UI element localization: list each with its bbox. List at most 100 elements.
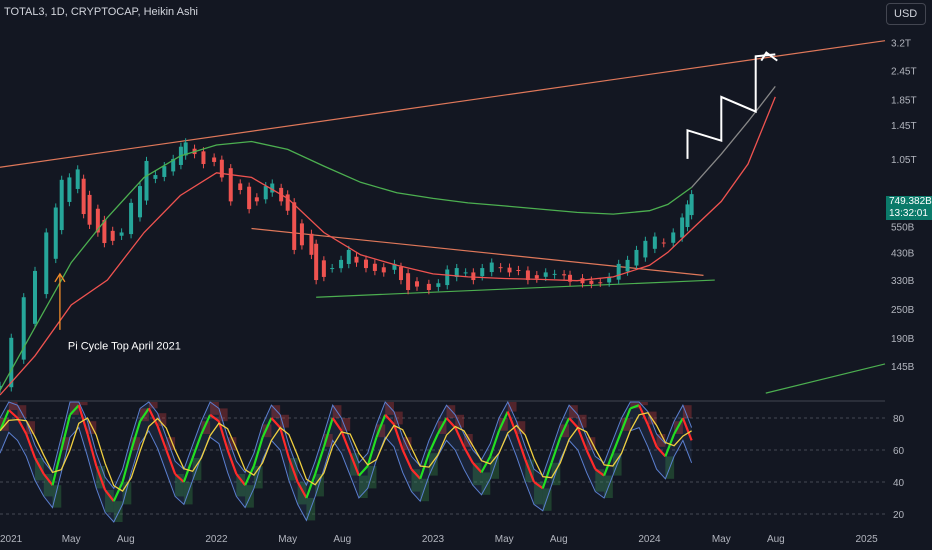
oscillator-fill	[639, 402, 648, 406]
oscillator-segment	[331, 417, 343, 432]
x-tick-label: May	[495, 534, 514, 545]
oscillator-segment	[498, 411, 509, 432]
y-tick-label: 190B	[891, 334, 915, 345]
oscillator-fill	[201, 421, 211, 434]
candle	[95, 208, 100, 233]
oscillator-segment	[445, 417, 457, 429]
oscillator-segment	[16, 417, 28, 435]
candle	[463, 272, 468, 274]
candle	[314, 243, 319, 281]
oscillator-segment	[191, 433, 203, 459]
oscillator-segment	[629, 404, 640, 410]
candle	[507, 267, 512, 273]
x-tick-label: Aug	[333, 534, 351, 545]
candle	[137, 186, 142, 218]
oscillator-fill	[122, 482, 132, 505]
y-tick-label: 430B	[891, 248, 915, 259]
oscillator-segment	[0, 409, 10, 432]
oscillator-segment	[366, 436, 378, 467]
oscillator-fill	[131, 437, 141, 450]
candle	[238, 183, 243, 191]
candle	[671, 232, 676, 243]
oscillator-fill	[61, 437, 71, 450]
oscillator-segment	[646, 423, 658, 448]
x-tick-label: May	[62, 534, 81, 545]
oscillator-fill	[175, 474, 184, 497]
oscillator-segment	[235, 473, 247, 486]
candle	[110, 230, 115, 241]
candle	[516, 269, 521, 271]
candle	[525, 270, 530, 281]
oscillator-fill	[420, 478, 429, 502]
candle	[129, 202, 134, 235]
oscillator-segment	[515, 433, 527, 460]
oscillator-segment	[349, 452, 360, 477]
oscillator-pane	[0, 400, 693, 523]
candle	[59, 179, 64, 231]
arrowhead-icon	[760, 51, 778, 62]
oscillator-fill	[227, 437, 237, 450]
oscillator-upper-band	[0, 400, 693, 490]
candle	[414, 281, 419, 287]
oscillator-segment	[620, 407, 632, 432]
currency-button[interactable]: USD	[886, 3, 926, 25]
candle	[81, 178, 86, 215]
oscillator-segment	[174, 473, 185, 483]
oscillator-fill	[586, 437, 596, 450]
trendline	[0, 40, 886, 168]
oscillator-segment	[25, 433, 37, 459]
candle	[201, 151, 206, 165]
oscillator-fill	[569, 405, 578, 418]
oscillator-segment	[104, 489, 115, 502]
bar-countdown: 13:32:01	[889, 208, 928, 219]
oscillator-segment	[147, 407, 159, 427]
candle	[119, 232, 124, 236]
y-tick-label: 2.45T	[891, 66, 917, 77]
candle	[219, 159, 224, 178]
candle	[680, 217, 685, 238]
oscillator-fill	[271, 405, 281, 418]
oscillator-segment	[427, 433, 439, 454]
candle	[625, 259, 630, 272]
x-tick-label: Aug	[550, 534, 568, 545]
oscillator-segment	[550, 436, 562, 464]
x-tick-label: 2021	[0, 534, 23, 545]
candle	[398, 266, 403, 281]
candle	[285, 194, 290, 211]
x-tick-label: Aug	[117, 534, 135, 545]
moving-average-line	[0, 140, 692, 391]
y-tick-label: 145B	[891, 362, 915, 373]
candle	[162, 166, 167, 177]
y-tick-label: 1.85T	[891, 96, 917, 107]
annotation-label: Pi Cycle Top April 2021	[68, 340, 181, 352]
oscillator-segment	[681, 417, 693, 441]
x-tick-label: 2022	[205, 534, 228, 545]
oscillator-fill	[148, 402, 158, 409]
x-tick-label: May	[278, 534, 297, 545]
oscillator-fill	[262, 424, 272, 438]
oscillator-segment	[524, 459, 536, 483]
candle	[102, 219, 107, 244]
oscillator-segment	[410, 468, 422, 480]
candle	[616, 263, 621, 280]
x-tick-label: 2025	[855, 534, 878, 545]
trendline	[316, 279, 715, 298]
candle	[330, 268, 335, 270]
candle	[44, 232, 49, 295]
projection-curve	[691, 96, 776, 230]
candle	[299, 223, 304, 246]
symbol-title: TOTAL3, 1D, CRYPTOCAP, Heikin Ashi	[4, 6, 199, 18]
oscillator-fill	[8, 402, 18, 410]
oscillator-fill	[682, 405, 692, 418]
oscillator-segment	[322, 417, 334, 448]
candle	[153, 175, 158, 179]
candle	[552, 273, 557, 275]
candle	[534, 275, 539, 279]
oscillator-fill	[315, 474, 324, 497]
oscillator-segment	[287, 457, 299, 483]
oscillator-fill	[78, 402, 88, 406]
oscillator-fill	[393, 411, 403, 425]
oscillator-segment	[471, 462, 483, 474]
candle	[75, 169, 80, 189]
oscillator-fill	[455, 414, 465, 428]
